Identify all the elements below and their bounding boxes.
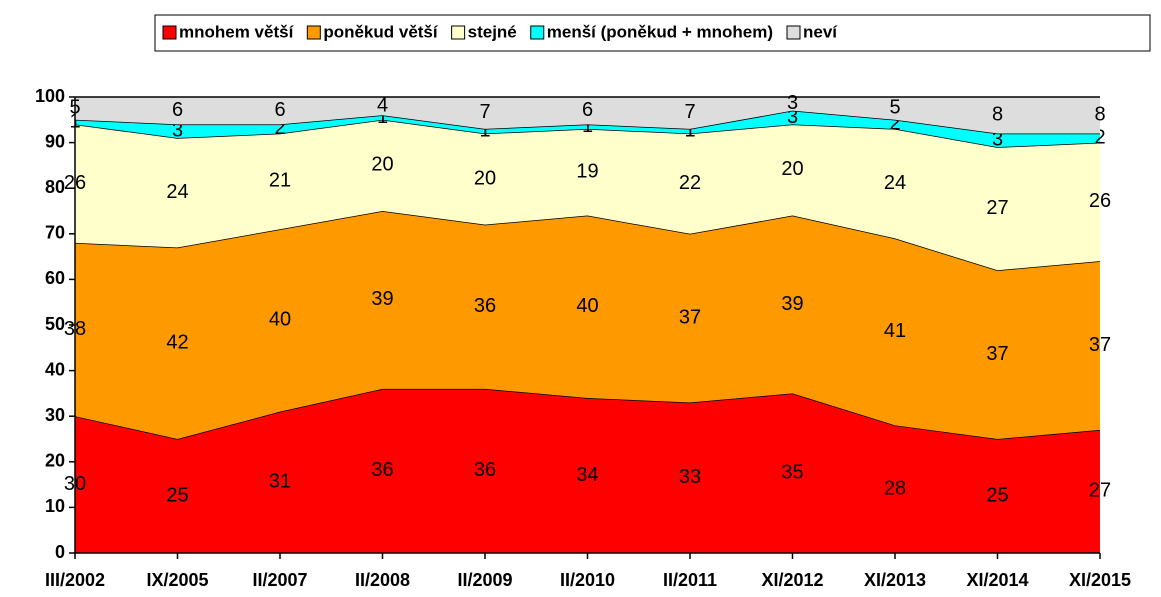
data-label: 7	[479, 101, 490, 123]
data-label: 3	[992, 129, 1003, 151]
data-label: 2	[274, 117, 285, 139]
data-label: 39	[371, 288, 393, 310]
y-tick-label: 90	[45, 131, 65, 151]
legend-label: poněkud větší	[323, 22, 439, 41]
data-label: 25	[986, 484, 1008, 506]
data-label: 2	[889, 113, 900, 135]
data-label: 24	[166, 181, 188, 203]
data-label: 3	[787, 92, 798, 114]
data-label: 36	[474, 295, 496, 317]
data-label: 24	[884, 172, 906, 194]
y-tick-label: 30	[45, 405, 65, 425]
x-tick-label: II/2009	[457, 570, 512, 590]
data-label: 39	[781, 293, 803, 315]
data-label: 8	[992, 104, 1003, 126]
data-label: 36	[474, 459, 496, 481]
data-label: 25	[166, 484, 188, 506]
x-tick-label: XI/2015	[1069, 570, 1131, 590]
legend-swatch	[162, 25, 177, 40]
data-label: 27	[1089, 480, 1111, 502]
data-label: 19	[576, 161, 598, 183]
data-label: 20	[781, 158, 803, 180]
y-tick-label: 10	[45, 496, 65, 516]
area	[75, 388, 1100, 553]
y-tick-label: 40	[45, 359, 65, 379]
data-label: 20	[474, 167, 496, 189]
legend-swatch	[530, 25, 545, 40]
y-tick-label: 80	[45, 177, 65, 197]
legend-box	[154, 14, 1151, 52]
data-label: 4	[377, 94, 388, 116]
data-label: 21	[269, 170, 291, 192]
data-label: 20	[371, 154, 393, 176]
data-label: 36	[371, 459, 393, 481]
y-tick-label: 60	[45, 268, 65, 288]
data-label: 42	[166, 332, 188, 354]
data-label: 37	[679, 306, 701, 328]
data-label: 6	[582, 99, 593, 121]
y-tick-label: 50	[45, 314, 65, 334]
data-label: 28	[884, 477, 906, 499]
data-label: 41	[884, 320, 906, 342]
data-label: 2	[1094, 126, 1105, 148]
data-label: 35	[781, 461, 803, 483]
data-label: 6	[172, 99, 183, 121]
x-tick-label: II/2010	[560, 570, 615, 590]
data-label: 27	[986, 197, 1008, 219]
y-tick-label: 20	[45, 451, 65, 471]
legend-swatch	[786, 25, 801, 40]
data-label: 8	[1094, 104, 1105, 126]
data-label: 33	[679, 466, 701, 488]
data-label: 3	[172, 119, 183, 141]
data-label: 1	[684, 119, 695, 141]
y-tick-label: 100	[35, 86, 65, 106]
x-tick-label: II/2011	[663, 570, 717, 590]
x-tick-label: XI/2013	[864, 570, 926, 590]
x-tick-label: IX/2005	[146, 570, 208, 590]
y-tick-label: 70	[45, 223, 65, 243]
data-label: 40	[269, 309, 291, 331]
data-label: 40	[576, 295, 598, 317]
legend-label: mnohem větší	[179, 22, 295, 41]
data-label: 3	[787, 106, 798, 128]
area	[75, 97, 1100, 134]
data-label: 1	[582, 115, 593, 137]
data-label: 26	[1089, 190, 1111, 212]
data-label: 31	[269, 471, 291, 493]
x-tick-label: III/2002	[45, 570, 105, 590]
data-label: 37	[986, 343, 1008, 365]
x-tick-label: XI/2014	[966, 570, 1028, 590]
x-tick-label: XI/2012	[761, 570, 823, 590]
legend-label: stejné	[468, 22, 517, 41]
area	[75, 119, 1100, 271]
data-label: 5	[889, 97, 900, 119]
legend-swatch	[451, 25, 466, 40]
x-tick-label: II/2007	[252, 570, 307, 590]
data-label: 1	[377, 106, 388, 128]
legend-label: menší (poněkud + mnohem)	[547, 22, 773, 41]
area	[75, 211, 1100, 439]
data-label: 6	[274, 99, 285, 121]
data-label: 34	[576, 464, 598, 486]
legend-swatch	[306, 25, 321, 40]
data-label: 22	[679, 172, 701, 194]
data-label: 37	[1089, 334, 1111, 356]
x-tick-label: II/2008	[355, 570, 410, 590]
legend-label: neví	[803, 22, 838, 41]
y-tick-label: 0	[55, 542, 65, 562]
data-label: 7	[684, 101, 695, 123]
data-label: 1	[479, 119, 490, 141]
